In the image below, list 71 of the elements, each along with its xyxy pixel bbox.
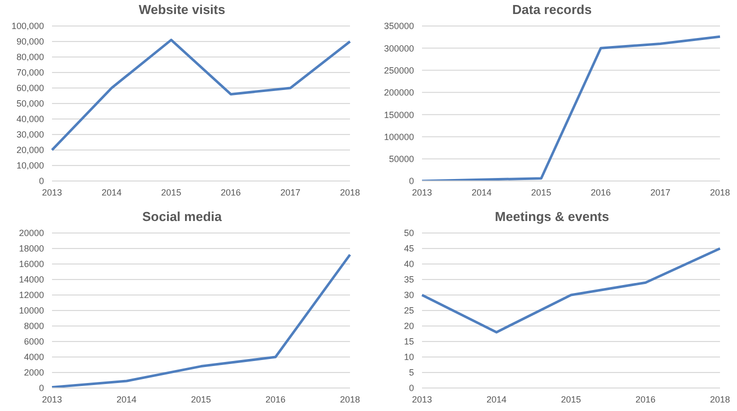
y-tick-label: 10,000 [16,160,44,171]
x-tick-label: 2016 [220,187,241,198]
y-tick-label: 5 [408,367,414,378]
y-tick-label: 15 [404,336,414,346]
y-tick-label: 30 [404,290,414,300]
x-tick-label: 2013 [412,187,432,198]
y-tick-label: 0 [408,382,414,393]
y-tick-label: 35 [404,274,414,284]
y-tick-label: 20,000 [16,145,44,156]
x-tick-label: 2015 [560,394,582,404]
y-tick-label: 8000 [24,320,44,331]
line-series [420,35,722,181]
y-tick-label: 250000 [384,65,414,76]
x-tick-label: 2015 [161,187,182,198]
y-tick-label: 20 [404,320,414,331]
x-tick-label: 2014 [472,187,492,198]
y-tick-label: 50000 [388,154,414,164]
x-tick-label: 2014 [102,187,122,198]
y-tick-label: 10 [404,352,414,362]
line-series [50,252,352,388]
y-tick-label: 70,000 [16,68,44,78]
y-tick-label: 40,000 [16,114,44,124]
line-series [50,38,352,152]
y-tick-label: 0 [38,176,44,186]
x-tick-label: 2015 [190,394,212,404]
x-tick-label: 2014 [486,394,507,404]
chart-title: Data records [511,1,593,19]
x-tick-label: 2016 [635,394,656,404]
x-tick-label: 2018 [710,394,730,404]
y-tick-label: 16000 [18,258,44,269]
y-tick-label: 4000 [24,352,44,362]
x-tick-label: 2018 [340,187,360,198]
y-tick-label: 30,000 [16,130,44,140]
y-tick-label: 0 [38,382,44,393]
y-tick-label: 40 [404,258,414,269]
y-tick-label: 0 [408,176,414,186]
x-tick-label: 2016 [265,394,286,404]
y-tick-label: 18000 [18,243,44,254]
x-tick-label: 2017 [280,187,300,198]
y-tick-label: 45 [404,243,414,254]
x-tick-label: 2018 [340,394,360,404]
y-tick-label: 300000 [384,43,414,54]
x-tick-label: 2013 [42,187,62,198]
x-tick-label: 2016 [590,187,611,198]
y-tick-label: 25 [404,305,414,316]
chart-title: Website visits [138,1,226,19]
y-tick-label: 50 [404,228,414,238]
x-tick-label: 2018 [710,187,730,198]
y-tick-label: 12000 [18,290,44,300]
y-tick-label: 150000 [384,110,414,120]
y-tick-label: 2000 [24,367,44,378]
y-tick-label: 80,000 [16,52,44,62]
y-tick-label: 50,000 [16,98,44,109]
y-tick-label: 10000 [18,305,44,316]
x-tick-label: 2013 [412,394,432,404]
y-tick-label: 100000 [384,132,414,142]
line-series [420,246,722,333]
x-tick-label: 2015 [531,187,552,198]
y-tick-label: 60,000 [16,83,44,94]
y-tick-label: 14000 [18,274,44,284]
y-tick-label: 6000 [24,336,44,346]
x-tick-label: 2013 [42,394,62,404]
y-tick-label: 100,000 [11,21,44,32]
y-tick-label: 20000 [18,228,44,238]
chart-title: Meetings & events [494,208,610,226]
chart-title: Social media [141,208,223,226]
x-tick-label: 2017 [650,187,670,198]
y-tick-label: 90,000 [16,36,44,47]
y-tick-label: 200000 [384,88,414,98]
y-tick-label: 350000 [384,21,414,32]
x-tick-label: 2014 [116,394,137,404]
